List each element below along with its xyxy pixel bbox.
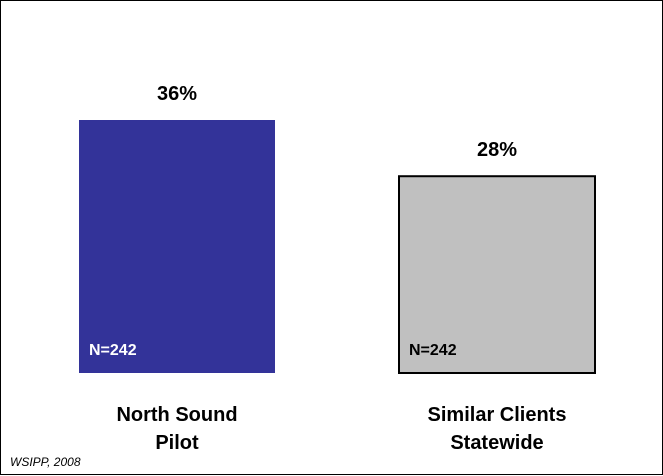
n-label: N=242 xyxy=(409,342,457,359)
source-note: WSIPP, 2008 xyxy=(10,455,81,469)
category-label: North Sound Pilot xyxy=(116,404,237,454)
category-label-line: Similar Clients xyxy=(428,404,567,426)
bar xyxy=(398,175,596,374)
data-label: 36% xyxy=(157,83,197,105)
category-label-line: Pilot xyxy=(155,432,199,454)
category-label: Similar Clients Statewide xyxy=(428,404,567,454)
category-label-line: Statewide xyxy=(450,432,543,454)
data-label: 28% xyxy=(477,139,517,161)
n-label: N=242 xyxy=(89,342,137,359)
category-label-line: North Sound xyxy=(116,404,237,426)
bar xyxy=(79,120,275,373)
